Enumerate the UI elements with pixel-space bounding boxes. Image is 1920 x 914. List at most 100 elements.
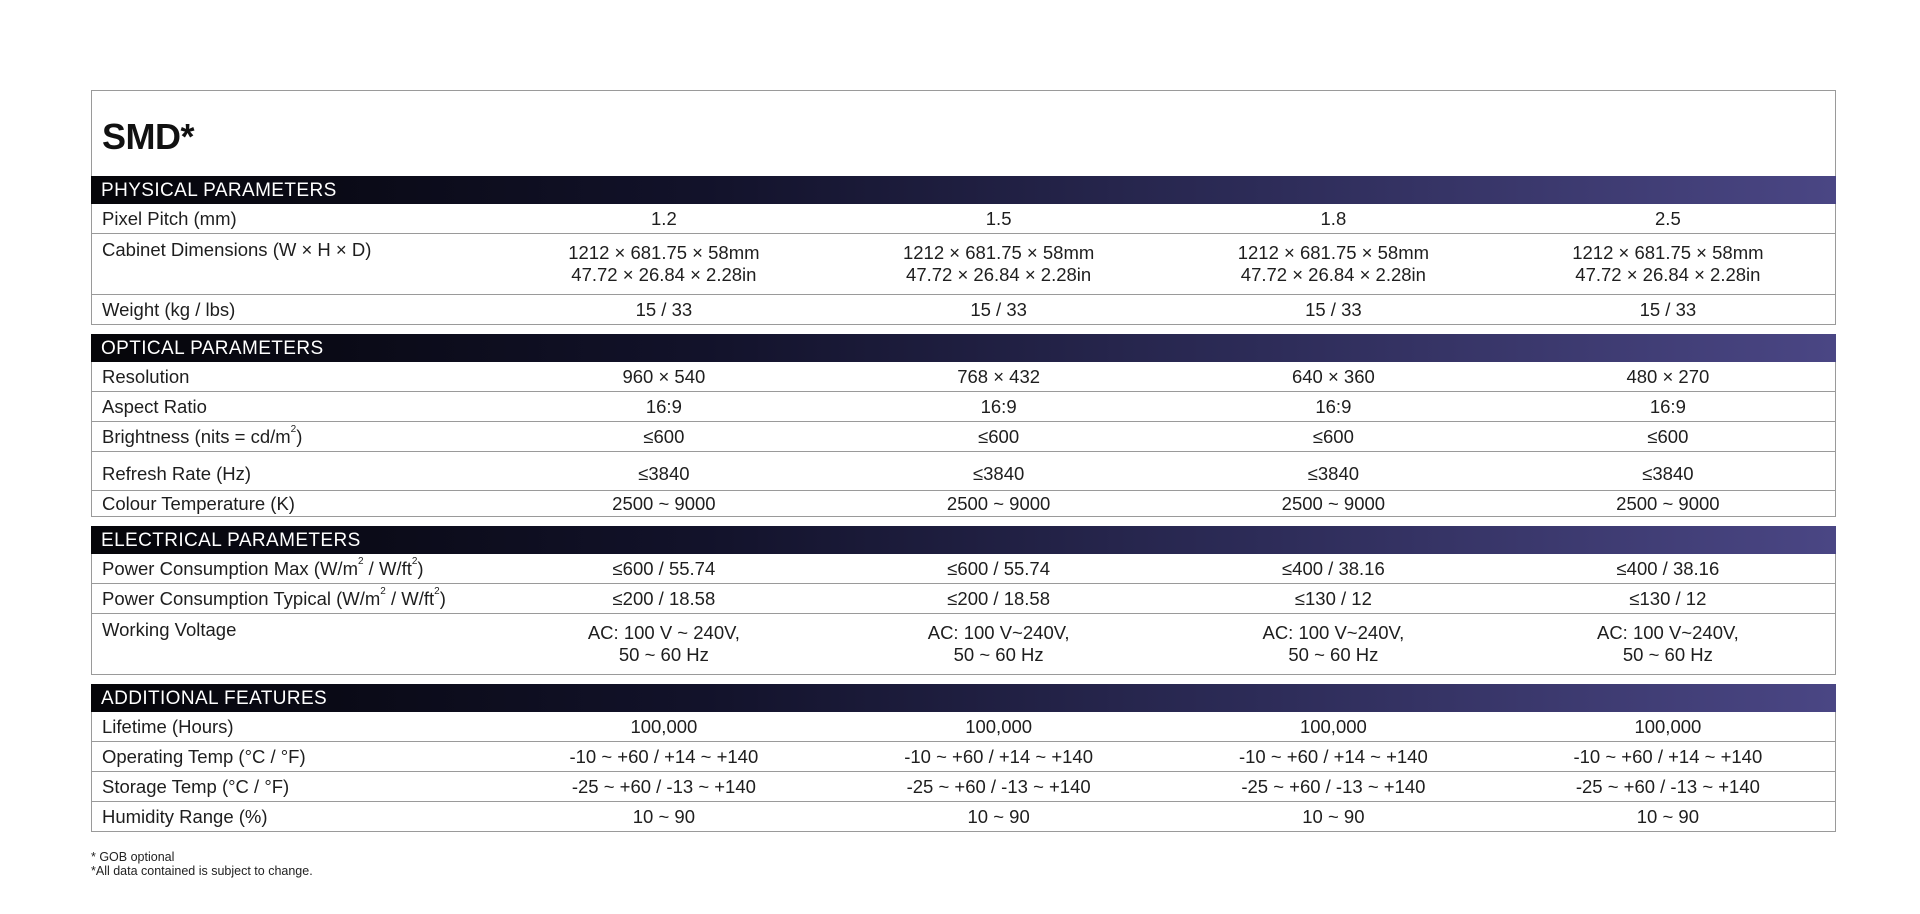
cell-value: ≤130 / 12 bbox=[1166, 583, 1501, 614]
cell-value: 100,000 bbox=[1299, 715, 1367, 737]
cell-value: 10 ~ 90 bbox=[1500, 801, 1836, 832]
cell-value: 768 × 432 bbox=[957, 365, 1041, 387]
cell-value: 100,000 bbox=[965, 715, 1033, 737]
cell-value: 15 / 33 bbox=[496, 294, 832, 325]
cell-line: AC: 100 V ~ 240V, bbox=[587, 622, 740, 643]
label-text: Power Consumption Max (W/m bbox=[102, 557, 358, 579]
cell-value: 2500 ~ 9000 bbox=[1500, 490, 1836, 517]
cell-value: 2500 ~ 9000 bbox=[831, 490, 1166, 517]
label-sup: 2 bbox=[380, 585, 386, 597]
cell-value: 16:9 bbox=[496, 391, 832, 422]
row-label: Working Voltage bbox=[91, 613, 497, 675]
cell-value: -25 ~ +60 / -13 ~ +140 bbox=[831, 771, 1166, 802]
table-row: Cabinet Dimensions (W × H × D) 1212 × 68… bbox=[91, 233, 1836, 295]
cell-value: -10 ~ +60 / +14 ~ +140 bbox=[1166, 741, 1501, 772]
cell-value: 16:9 bbox=[1500, 391, 1836, 422]
table-row: Lifetime (Hours) 100,000 100,000 100,000… bbox=[92, 712, 1836, 742]
cell-value: ≤200 / 18.58 bbox=[831, 583, 1166, 614]
cell-value: 1212 × 681.75 × 58mm 47.72 × 26.84 × 2.28… bbox=[1500, 233, 1836, 295]
row-label: Cabinet Dimensions (W × H × D) bbox=[91, 233, 497, 295]
cell-value: AC: 100 V~240V, 50 ~ 60 Hz bbox=[1500, 613, 1836, 675]
cell-line: 47.72 × 26.84 × 2.28in bbox=[571, 264, 757, 285]
page-title: SMD* bbox=[102, 116, 195, 157]
cell-value: -10 ~ +60 / +14 ~ +140 bbox=[496, 741, 832, 772]
section-heading: ELECTRICAL PARAMETERS bbox=[91, 526, 1836, 554]
section-physical: PHYSICAL PARAMETERS Pixel Pitch (mm) 1.2… bbox=[91, 176, 1836, 325]
label-sup: 2 bbox=[411, 555, 418, 567]
cell-value: ≤3840 bbox=[1166, 451, 1501, 491]
cell-value: ≤130 / 12 bbox=[1500, 583, 1836, 614]
cell-value: 1.8 bbox=[1320, 207, 1347, 229]
table-row: Operating Temp (°C / °F) -10 ~ +60 / +14… bbox=[91, 741, 1836, 772]
label-end: ) bbox=[439, 587, 446, 609]
cell-value: 1212 × 681.75 × 58mm 47.72 × 26.84 × 2.28… bbox=[496, 233, 832, 295]
cell-value: 10 ~ 90 bbox=[831, 801, 1166, 832]
cell-value: 2500 ~ 9000 bbox=[1166, 490, 1501, 517]
footnotes: * GOB optional *All data contained is su… bbox=[91, 850, 313, 878]
row-label: Aspect Ratio bbox=[91, 391, 497, 422]
footnote: * GOB optional bbox=[91, 850, 175, 864]
cell-value: ≤3840 bbox=[1500, 451, 1836, 491]
cell-value: ≤600 bbox=[831, 421, 1166, 452]
row-label: Storage Temp (°C / °F) bbox=[91, 771, 497, 802]
row-label: Pixel Pitch (mm) bbox=[102, 207, 237, 229]
cell-value: 100,000 bbox=[630, 715, 698, 737]
cell-value: 1212 × 681.75 × 58mm 47.72 × 26.84 × 2.28… bbox=[1166, 233, 1501, 295]
cell-value: AC: 100 V~240V, 50 ~ 60 Hz bbox=[831, 613, 1166, 675]
cell-value: 480 × 270 bbox=[1626, 365, 1710, 387]
spec-sheet: SMD* PHYSICAL PARAMETERS Pixel Pitch (mm… bbox=[91, 90, 1836, 841]
title-box: SMD* bbox=[91, 90, 1836, 176]
section-heading: ADDITIONAL FEATURES bbox=[91, 684, 1836, 712]
section-electrical: ELECTRICAL PARAMETERS Power Consumption … bbox=[91, 526, 1836, 675]
cell-value: 960 × 540 bbox=[622, 365, 706, 387]
label-end: ) bbox=[296, 425, 303, 447]
cell-value: AC: 100 V ~ 240V, 50 ~ 60 Hz bbox=[496, 613, 832, 675]
row-label: Humidity Range (%) bbox=[91, 801, 497, 832]
table-row: Brightness (nits = cd/m2) ≤600 ≤600 ≤600… bbox=[91, 421, 1836, 452]
label-mid: / W/ft bbox=[385, 587, 435, 609]
cell-value: 16:9 bbox=[831, 391, 1166, 422]
label-sup: 2 bbox=[434, 585, 440, 597]
cell-value: 640 × 360 bbox=[1291, 365, 1375, 387]
spec-table: Resolution 960 × 540 768 × 432 640 × 360… bbox=[91, 362, 1836, 517]
cell-value: ≤600 bbox=[496, 421, 832, 452]
cell-value: ≤600 / 55.74 bbox=[612, 557, 716, 579]
section-optical: OPTICAL PARAMETERS Resolution 960 × 540 … bbox=[91, 334, 1836, 517]
label-text: Power Consumption Typical (W/m bbox=[102, 587, 381, 609]
cell-value: 1.2 bbox=[651, 207, 677, 229]
table-row: Humidity Range (%) 10 ~ 90 10 ~ 90 10 ~ … bbox=[91, 801, 1836, 832]
section-heading: PHYSICAL PARAMETERS bbox=[91, 176, 1836, 204]
cell-line: 50 ~ 60 Hz bbox=[1622, 644, 1713, 665]
cell-value: ≤600 bbox=[1166, 421, 1501, 452]
cell-value: 15 / 33 bbox=[1166, 294, 1501, 325]
cell-line: AC: 100 V~240V, bbox=[1262, 622, 1405, 643]
cell-line: 1212 × 681.75 × 58mm bbox=[1237, 242, 1430, 263]
table-row: Weight (kg / lbs) 15 / 33 15 / 33 15 / 3… bbox=[91, 294, 1836, 325]
cell-line: 50 ~ 60 Hz bbox=[1288, 644, 1379, 665]
cell-line: 1212 × 681.75 × 58mm bbox=[568, 242, 760, 263]
cell-value: 15 / 33 bbox=[831, 294, 1166, 325]
cell-value: 1.5 bbox=[985, 207, 1012, 229]
spec-table: Pixel Pitch (mm) 1.2 1.5 1.8 2.5 Cabinet… bbox=[91, 204, 1836, 325]
cell-value: 2.5 bbox=[1655, 207, 1681, 229]
spec-table: Power Consumption Max (W/m2 / W/ft2) ≤60… bbox=[91, 554, 1836, 675]
cell-value: ≤200 / 18.58 bbox=[496, 583, 832, 614]
label-text: Brightness (nits = cd/m bbox=[102, 425, 291, 447]
cell-value: 2500 ~ 9000 bbox=[496, 490, 832, 517]
table-row: Colour Temperature (K) 2500 ~ 9000 2500 … bbox=[91, 490, 1836, 517]
cell-value: -10 ~ +60 / +14 ~ +140 bbox=[831, 741, 1166, 772]
cell-line: 47.72 × 26.84 × 2.28in bbox=[1240, 264, 1426, 285]
cell-line: 1212 × 681.75 × 58mm bbox=[902, 242, 1095, 263]
row-label: Operating Temp (°C / °F) bbox=[91, 741, 497, 772]
row-label: Power Consumption Max (W/m2 / W/ft2) bbox=[92, 554, 497, 584]
cell-value: 10 ~ 90 bbox=[1166, 801, 1501, 832]
table-row: Pixel Pitch (mm) 1.2 1.5 1.8 2.5 bbox=[92, 204, 1836, 234]
footnote: *All data contained is subject to change… bbox=[91, 864, 313, 878]
cell-line: 50 ~ 60 Hz bbox=[618, 644, 709, 665]
cell-value: 10 ~ 90 bbox=[496, 801, 832, 832]
section-heading: OPTICAL PARAMETERS bbox=[91, 334, 1836, 362]
table-row: Power Consumption Typical (W/m2 / W/ft2)… bbox=[91, 583, 1836, 614]
cell-value: -25 ~ +60 / -13 ~ +140 bbox=[1166, 771, 1501, 802]
cell-value: -25 ~ +60 / -13 ~ +140 bbox=[1500, 771, 1836, 802]
cell-value: ≤400 / 38.16 bbox=[1616, 557, 1720, 579]
